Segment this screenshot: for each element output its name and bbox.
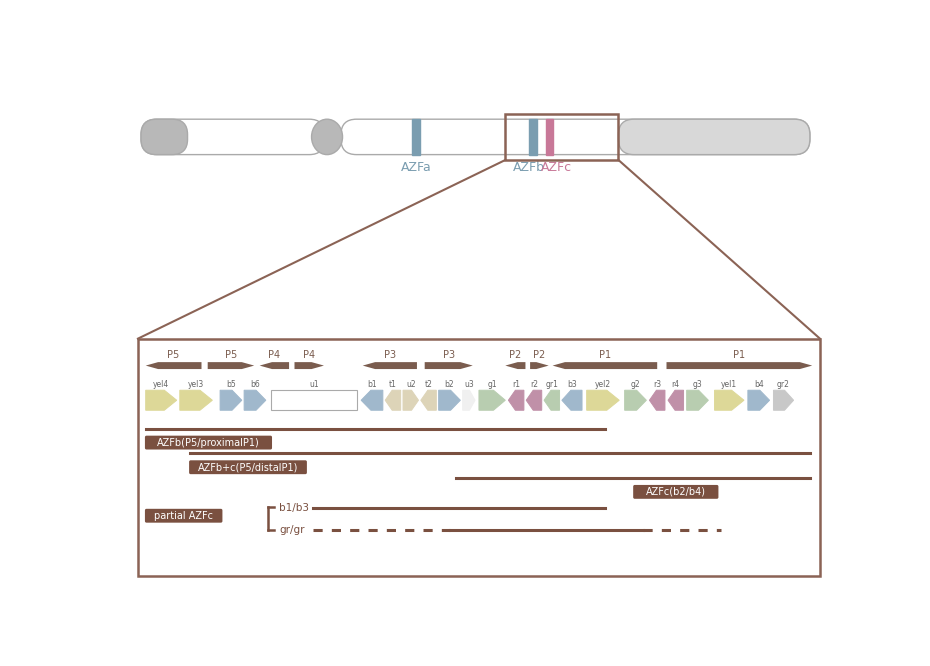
Polygon shape xyxy=(207,362,254,369)
Polygon shape xyxy=(748,390,770,410)
Polygon shape xyxy=(509,390,524,410)
Polygon shape xyxy=(544,390,560,410)
Bar xyxy=(546,119,553,155)
Polygon shape xyxy=(552,362,658,369)
Text: t2: t2 xyxy=(425,380,432,389)
Text: gr/gr: gr/gr xyxy=(279,525,304,535)
Polygon shape xyxy=(420,390,436,410)
Text: yel2: yel2 xyxy=(595,380,611,389)
Text: b6: b6 xyxy=(250,380,259,389)
Text: b5: b5 xyxy=(226,380,236,389)
Text: r2: r2 xyxy=(530,380,538,389)
Polygon shape xyxy=(587,390,619,410)
FancyBboxPatch shape xyxy=(189,460,307,474)
Text: yel4: yel4 xyxy=(153,380,169,389)
Text: b4: b4 xyxy=(754,380,764,389)
Polygon shape xyxy=(649,390,665,410)
Text: g2: g2 xyxy=(631,380,641,389)
Text: P5: P5 xyxy=(167,350,179,360)
Polygon shape xyxy=(385,390,401,410)
Text: AZFc(b2/b4): AZFc(b2/b4) xyxy=(645,487,706,497)
FancyBboxPatch shape xyxy=(341,119,810,155)
Polygon shape xyxy=(363,362,417,369)
Text: u2: u2 xyxy=(405,380,416,389)
Text: P1: P1 xyxy=(599,350,611,360)
Text: u3: u3 xyxy=(464,380,473,389)
Text: t1: t1 xyxy=(389,380,397,389)
Polygon shape xyxy=(562,390,582,410)
Text: b1: b1 xyxy=(367,380,377,389)
Polygon shape xyxy=(220,390,242,410)
Text: partial AZFc: partial AZFc xyxy=(154,511,213,521)
Text: gr2: gr2 xyxy=(777,380,790,389)
Polygon shape xyxy=(425,362,472,369)
Polygon shape xyxy=(361,390,383,410)
Polygon shape xyxy=(686,390,709,410)
Polygon shape xyxy=(530,362,549,369)
FancyBboxPatch shape xyxy=(141,119,325,155)
Text: AZFb(P5/proximalP1): AZFb(P5/proximalP1) xyxy=(157,438,259,448)
Text: b1/b3: b1/b3 xyxy=(279,503,309,513)
FancyBboxPatch shape xyxy=(618,119,810,155)
Text: AZFb: AZFb xyxy=(513,161,545,174)
Polygon shape xyxy=(526,390,541,410)
Text: P4: P4 xyxy=(303,350,315,360)
Text: yel3: yel3 xyxy=(188,380,205,389)
Text: b2: b2 xyxy=(445,380,455,389)
Polygon shape xyxy=(295,362,324,369)
Text: r4: r4 xyxy=(671,380,680,389)
Polygon shape xyxy=(259,362,289,369)
Text: b3: b3 xyxy=(567,380,577,389)
Bar xyxy=(138,338,820,576)
Text: AZFa: AZFa xyxy=(401,161,432,174)
Polygon shape xyxy=(668,390,684,410)
Text: r1: r1 xyxy=(512,380,520,389)
Polygon shape xyxy=(463,390,475,410)
Bar xyxy=(529,119,537,155)
Polygon shape xyxy=(667,362,812,369)
Text: P1: P1 xyxy=(733,350,746,360)
FancyBboxPatch shape xyxy=(141,119,188,155)
Polygon shape xyxy=(479,390,505,410)
Text: r3: r3 xyxy=(653,380,661,389)
Polygon shape xyxy=(625,390,646,410)
FancyBboxPatch shape xyxy=(145,436,272,450)
Text: AZFc: AZFc xyxy=(541,161,572,174)
FancyBboxPatch shape xyxy=(145,509,222,523)
Text: P5: P5 xyxy=(225,350,237,360)
Polygon shape xyxy=(505,362,525,369)
Text: P3: P3 xyxy=(443,350,455,360)
Bar xyxy=(412,119,420,155)
Polygon shape xyxy=(714,390,744,410)
Text: g3: g3 xyxy=(693,380,702,389)
Text: P2: P2 xyxy=(533,350,546,360)
Bar xyxy=(505,114,618,160)
Text: P3: P3 xyxy=(384,350,396,360)
Polygon shape xyxy=(439,390,460,410)
Polygon shape xyxy=(244,390,266,410)
Text: P2: P2 xyxy=(510,350,522,360)
Text: yel1: yel1 xyxy=(721,380,737,389)
Polygon shape xyxy=(146,362,202,369)
Ellipse shape xyxy=(312,119,342,155)
Text: g1: g1 xyxy=(487,380,497,389)
Polygon shape xyxy=(403,390,418,410)
Polygon shape xyxy=(774,390,793,410)
Polygon shape xyxy=(179,390,212,410)
Bar xyxy=(272,390,356,410)
Text: u1: u1 xyxy=(309,380,319,389)
Text: AZFb+c(P5/distalP1): AZFb+c(P5/distalP1) xyxy=(198,462,299,472)
Text: gr1: gr1 xyxy=(545,380,558,389)
FancyBboxPatch shape xyxy=(633,485,718,499)
Text: P4: P4 xyxy=(268,350,281,360)
Polygon shape xyxy=(146,390,177,410)
